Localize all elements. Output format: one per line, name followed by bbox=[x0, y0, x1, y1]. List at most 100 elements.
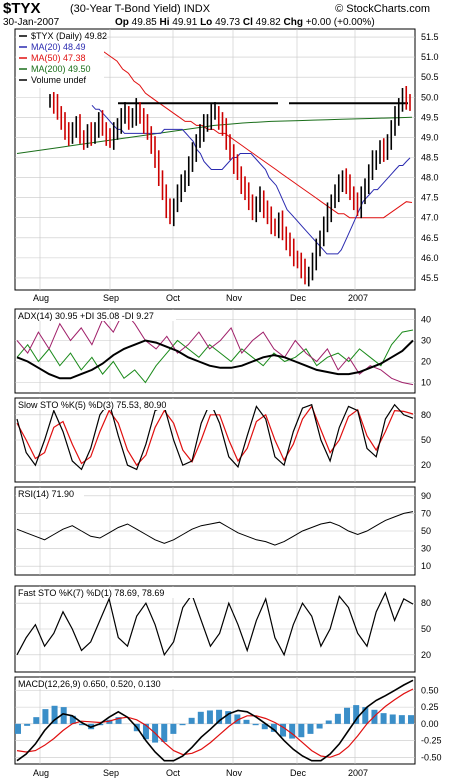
macd-histogram-bar bbox=[234, 714, 241, 724]
y-tick-label: 46.0 bbox=[421, 253, 439, 263]
minus-di-line bbox=[16, 310, 414, 386]
exchange-label: INDX bbox=[183, 3, 211, 15]
x-tick-label: Oct bbox=[166, 293, 181, 303]
macd-title: MACD(12,26,9) 0.650, 0.520, 0.130 bbox=[18, 679, 161, 689]
cl-value: 49.82 bbox=[255, 17, 281, 28]
macd-histogram-bar bbox=[60, 707, 67, 724]
rsi-line bbox=[16, 511, 414, 546]
legend-label: Volume undef bbox=[31, 75, 87, 85]
macd-signal-line bbox=[16, 688, 414, 758]
legend-label: MA(200) 49.50 bbox=[31, 64, 91, 74]
date-label: 30-Jan-2007 bbox=[3, 17, 60, 28]
macd-histogram-bar bbox=[225, 711, 232, 724]
fast-sto-title-bg bbox=[16, 587, 216, 598]
op-value: 49.85 bbox=[131, 17, 157, 28]
macd-histogram-bar bbox=[51, 705, 58, 724]
y-tick-label: 50 bbox=[421, 624, 431, 634]
macd-histogram-bar bbox=[307, 723, 314, 734]
macd-histogram-bar bbox=[289, 723, 296, 739]
macd-title-bg bbox=[16, 678, 216, 689]
x-tick-label: Aug bbox=[33, 293, 49, 303]
macd-histogram-bar bbox=[15, 723, 21, 734]
y-tick-label: 0.25 bbox=[421, 702, 439, 712]
y-tick-label: 10 bbox=[421, 561, 431, 571]
macd-histogram-bar bbox=[206, 710, 213, 724]
macd-histogram-bar bbox=[408, 715, 414, 724]
macd-histogram-bar bbox=[334, 713, 341, 724]
op-label: Op bbox=[115, 17, 129, 28]
macd-histogram-bar bbox=[389, 714, 396, 724]
hi-label: Hi bbox=[159, 17, 170, 28]
y-tick-label: 50.5 bbox=[421, 72, 439, 82]
macd-histogram-bar bbox=[179, 723, 186, 726]
macd-histogram-bar bbox=[197, 711, 204, 724]
adx-title: ADX(14) 30.95 +DI 35.08 -DI 9.27 bbox=[18, 311, 154, 321]
slow-sto-title: Slow STO %K(5) %D(3) 75.53, 80.90 bbox=[18, 400, 166, 410]
macd-histogram-bar bbox=[142, 723, 149, 740]
macd-histogram-bar bbox=[344, 707, 351, 724]
macd-histogram-bar bbox=[316, 723, 323, 729]
y-tick-label: 47.5 bbox=[421, 193, 439, 203]
y-tick-label: 49.0 bbox=[421, 132, 439, 142]
chg-label: Chg bbox=[283, 17, 303, 28]
macd-histogram-bar bbox=[280, 723, 287, 737]
x-tick-label: Nov bbox=[226, 768, 243, 778]
y-tick-label: 51.5 bbox=[421, 32, 439, 42]
y-tick-label: 45.5 bbox=[421, 273, 439, 283]
macd-histogram-bar bbox=[24, 723, 31, 726]
y-tick-label: 90 bbox=[421, 491, 431, 501]
macd-histogram-bar bbox=[270, 723, 277, 732]
y-tick-label: -0.50 bbox=[421, 752, 442, 762]
symbol-fullname: (30-Year T-Bond Yield) bbox=[70, 3, 181, 15]
macd-histogram-bar bbox=[106, 719, 113, 724]
ma200-line bbox=[16, 116, 413, 154]
y-tick-label: 0.50 bbox=[421, 685, 439, 695]
macd-line bbox=[16, 679, 414, 762]
macd-histogram-bar bbox=[78, 723, 85, 726]
y-tick-label: 47.0 bbox=[421, 213, 439, 223]
adx-panel bbox=[14, 308, 416, 394]
y-tick-label: 48.0 bbox=[421, 173, 439, 183]
y-tick-label: 70 bbox=[421, 508, 431, 518]
x-tick-label: Oct bbox=[166, 768, 181, 778]
x-tick-label: Aug bbox=[33, 768, 49, 778]
legend-label: MA(20) 48.49 bbox=[31, 42, 86, 52]
y-tick-label: 20 bbox=[421, 460, 431, 470]
slow-sto-k-line bbox=[16, 400, 414, 471]
macd-histogram-bar bbox=[380, 713, 387, 724]
y-tick-label: 0.00 bbox=[421, 719, 439, 729]
slow-sto-d-line bbox=[16, 405, 414, 467]
cl-label: Cl bbox=[242, 17, 253, 28]
symbol-name: (30-Year T-Bond Yield) INDX bbox=[70, 3, 210, 15]
x-tick-label: Dec bbox=[290, 293, 307, 303]
symbol-title: $TYX bbox=[3, 0, 41, 17]
macd-histogram-bar bbox=[298, 723, 305, 738]
x-tick-label: Sep bbox=[103, 293, 119, 303]
y-tick-label: 30 bbox=[421, 544, 431, 554]
lo-value: 49.73 bbox=[215, 17, 241, 28]
legend-box bbox=[16, 30, 104, 88]
legend-label: $TYX (Daily) 49.82 bbox=[31, 31, 107, 41]
y-tick-label: 80 bbox=[421, 410, 431, 420]
quote-bar: Op 49.85 Hi 49.91 Lo 49.73 Cl 49.82 Chg … bbox=[115, 17, 375, 28]
y-tick-label: 48.5 bbox=[421, 152, 439, 162]
macd-histogram-bar bbox=[325, 720, 332, 724]
y-tick-label: 30 bbox=[421, 336, 431, 346]
credit-label: © StockCharts.com bbox=[335, 3, 430, 15]
slow-sto-title-bg bbox=[16, 399, 216, 410]
y-tick-label: 46.5 bbox=[421, 233, 439, 243]
ma50-line bbox=[99, 48, 413, 219]
fast-sto-title: Fast STO %K(7) %D(1) 78.69, 78.69 bbox=[18, 588, 164, 598]
hi-value: 49.91 bbox=[172, 17, 198, 28]
macd-histogram-bar bbox=[353, 705, 360, 724]
x-tick-label: Dec bbox=[290, 768, 307, 778]
y-tick-label: -0.25 bbox=[421, 736, 442, 746]
macd-histogram-bar bbox=[161, 723, 168, 742]
macd-histogram-bar bbox=[252, 723, 259, 726]
macd-histogram-bar bbox=[33, 717, 40, 724]
chg-value: +0.00 (+0.00%) bbox=[305, 17, 375, 28]
y-tick-label: 51.0 bbox=[421, 52, 439, 62]
macd-histogram-bar bbox=[261, 723, 268, 730]
